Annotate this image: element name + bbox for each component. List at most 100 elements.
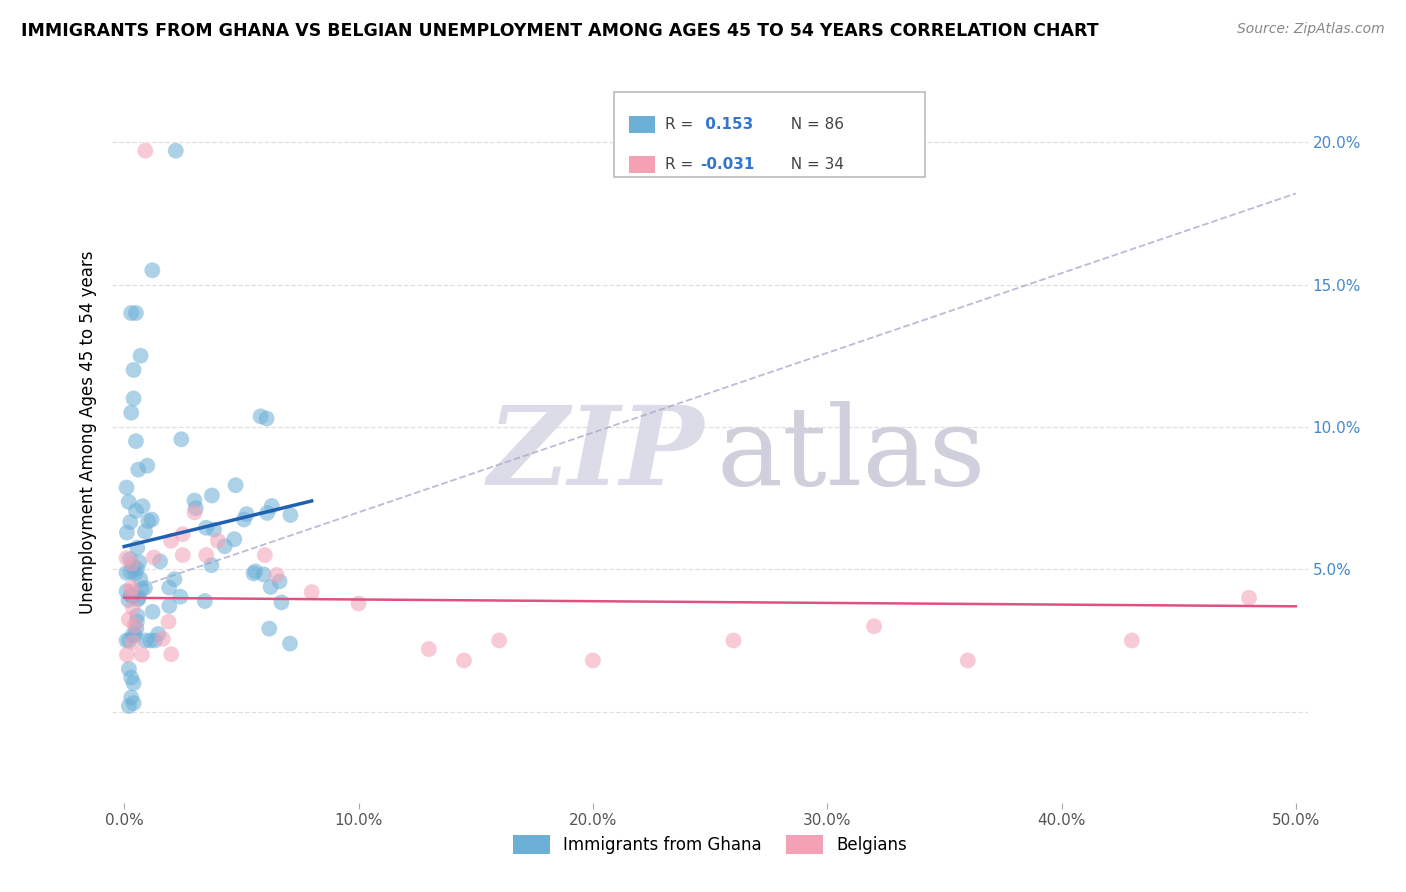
Point <box>125 306 148 320</box>
Point <box>278 636 301 650</box>
Point <box>149 554 172 568</box>
Point <box>269 574 291 589</box>
Point <box>1237 591 1260 605</box>
Point <box>127 608 149 623</box>
Point <box>141 512 163 526</box>
Point <box>125 621 148 635</box>
Point <box>134 633 156 648</box>
Point <box>195 521 218 535</box>
Point <box>259 580 281 594</box>
Text: Source: ZipAtlas.com: Source: ZipAtlas.com <box>1237 22 1385 37</box>
Point <box>122 560 145 574</box>
Point <box>172 527 194 541</box>
Point <box>118 495 141 509</box>
Point <box>128 591 150 605</box>
Point <box>120 690 142 705</box>
Point <box>184 501 207 516</box>
Text: N = 34: N = 34 <box>780 157 844 172</box>
Legend: Immigrants from Ghana, Belgians: Immigrants from Ghana, Belgians <box>506 829 914 861</box>
FancyBboxPatch shape <box>614 92 925 178</box>
Point <box>157 581 180 595</box>
Point <box>120 584 142 599</box>
Point <box>121 600 143 615</box>
Point <box>121 557 143 571</box>
Point <box>122 696 145 710</box>
Point <box>120 589 142 603</box>
Point <box>183 505 205 519</box>
Point <box>115 584 138 599</box>
Point <box>453 653 475 667</box>
Point <box>214 539 236 553</box>
Point <box>1121 633 1143 648</box>
Point <box>152 632 174 646</box>
Point <box>347 597 370 611</box>
Point <box>118 698 141 713</box>
Point <box>280 508 302 522</box>
Text: 0.153: 0.153 <box>700 117 754 132</box>
Point <box>224 533 246 547</box>
Point <box>202 523 225 537</box>
Point <box>225 478 247 492</box>
Bar <box>628 116 655 133</box>
Point <box>194 594 217 608</box>
Text: R =: R = <box>665 157 697 172</box>
Point <box>115 633 138 648</box>
Point <box>122 363 145 377</box>
Point <box>118 662 141 676</box>
Point <box>117 593 139 607</box>
Point <box>131 499 153 513</box>
Point <box>301 585 323 599</box>
Point <box>157 615 180 629</box>
Point <box>863 619 886 633</box>
Point <box>125 504 148 518</box>
Point <box>242 566 264 581</box>
Point <box>582 653 605 667</box>
Point <box>127 541 149 555</box>
Point <box>172 548 194 562</box>
Point <box>121 590 143 604</box>
Point <box>266 568 288 582</box>
Point <box>249 409 271 424</box>
Point <box>134 144 156 158</box>
Bar <box>628 156 655 172</box>
Point <box>115 566 138 580</box>
Point <box>129 349 152 363</box>
Point <box>207 533 229 548</box>
Point <box>256 411 278 425</box>
Point <box>127 462 149 476</box>
Text: ZIP: ZIP <box>488 401 704 508</box>
Point <box>115 481 138 495</box>
Point <box>260 499 283 513</box>
Point <box>118 633 141 648</box>
Point <box>233 512 256 526</box>
Point <box>169 590 191 604</box>
Point <box>120 671 142 685</box>
Point <box>127 592 149 607</box>
Point <box>235 507 257 521</box>
Point <box>200 558 222 573</box>
Point <box>143 633 166 648</box>
Point <box>127 561 149 575</box>
Point <box>418 642 440 657</box>
Point <box>115 551 138 566</box>
Point <box>125 434 148 449</box>
Point <box>120 515 142 529</box>
Point <box>120 581 142 595</box>
Point <box>122 676 145 690</box>
Point <box>256 506 278 520</box>
Y-axis label: Unemployment Among Ages 45 to 54 years: Unemployment Among Ages 45 to 54 years <box>79 251 97 615</box>
Point <box>122 392 145 406</box>
Point <box>121 635 143 649</box>
Text: atlas: atlas <box>716 401 986 508</box>
Point <box>131 582 153 597</box>
Point <box>131 648 153 662</box>
Point <box>723 633 745 648</box>
Text: -0.031: -0.031 <box>700 157 755 172</box>
Point <box>165 144 187 158</box>
Point <box>120 406 142 420</box>
Point <box>148 627 170 641</box>
Point <box>124 618 146 632</box>
Point <box>160 647 183 661</box>
Point <box>124 628 146 642</box>
Point <box>157 599 180 613</box>
